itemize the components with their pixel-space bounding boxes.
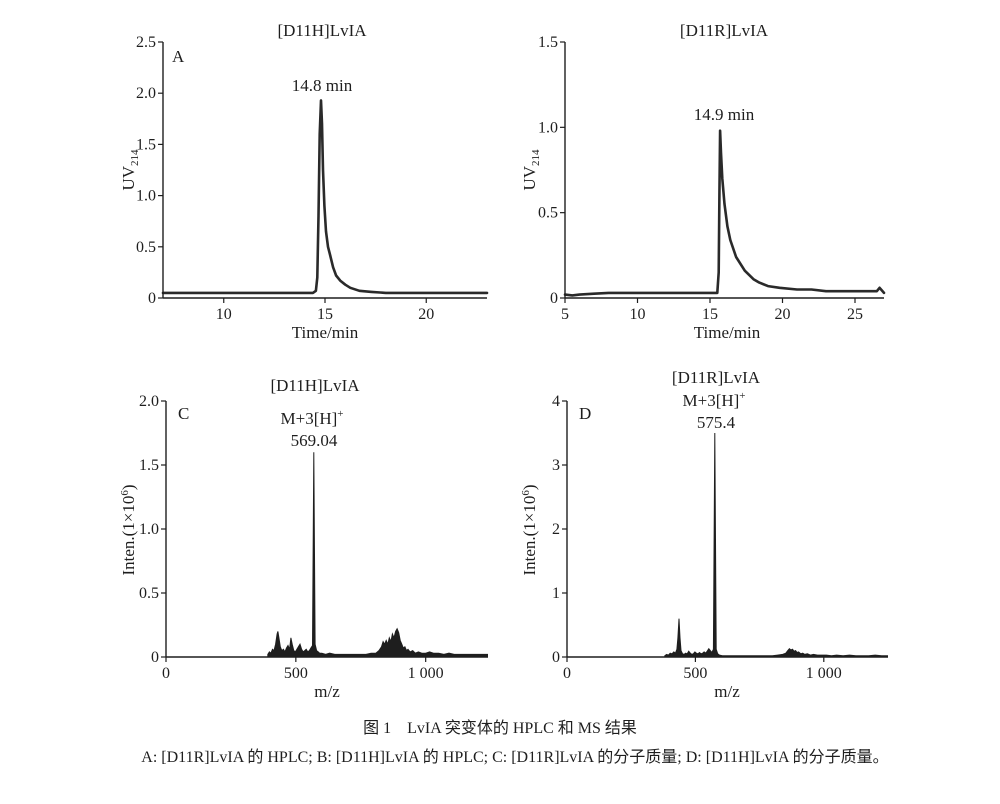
y-axis-label-subscript: 214: [129, 149, 141, 166]
x-tick-label: 15: [702, 306, 718, 323]
x-tick-label: 20: [418, 306, 434, 323]
chromatogram-trace: [161, 99, 489, 295]
y-tick-label: 0.5: [139, 585, 159, 602]
y-axis-label-superscript: 6: [119, 490, 131, 496]
y-tick-label: 0.5: [136, 239, 156, 256]
peak-retention-time-label: 14.8 min: [292, 76, 353, 95]
panel-label: C: [178, 404, 189, 423]
y-axis-label-main: UV: [520, 165, 539, 190]
x-tick-label: 5: [561, 306, 569, 323]
y-axis-label-main: Inten.(1×10: [119, 496, 138, 576]
x-tick-label: 10: [630, 306, 646, 323]
y-tick-label: 2.0: [136, 85, 156, 102]
x-axis-label: Time/min: [292, 323, 359, 342]
x-tick-label: 0: [162, 665, 170, 682]
y-axis-label-main: UV: [119, 165, 138, 190]
x-tick-label: 1 000: [806, 665, 842, 682]
y-tick-label: 4: [552, 393, 560, 410]
y-tick-label: 0.5: [538, 205, 558, 222]
y-tick-label: 1.0: [538, 119, 558, 136]
y-axis-label: Inten.(1×106): [520, 484, 539, 575]
ion-formula: M+3[H]: [682, 391, 739, 410]
ms-chart-d11h: [D11H]LvIA C M+3[H]+ 569.04 Inten.(1×106…: [119, 376, 488, 701]
y-tick-label: 0: [552, 649, 560, 666]
y-tick-label: 1.5: [139, 457, 159, 474]
chart-title: [D11H]LvIA: [270, 376, 360, 395]
x-tick-label: 500: [683, 665, 707, 682]
y-tick-label: 3: [552, 457, 560, 474]
ion-label: M+3[H]+: [280, 408, 343, 428]
hplc-chart-d11r: [D11R]LvIA 14.9 min UV214 Time/min 0 0.5 1…: [520, 21, 886, 342]
y-axis-label-main: Inten.(1×10: [520, 496, 539, 576]
hplc-chart-d11h: [D11H]LvIA A 14.8 min UV214 Time/min 0 0.…: [119, 21, 489, 342]
panel-label: A: [172, 47, 185, 66]
y-tick-label: 0: [550, 290, 558, 307]
y-tick-label: 2.5: [136, 34, 156, 51]
y-axis-label-suffix: ): [520, 484, 539, 490]
y-axis-label-subscript: 214: [530, 149, 542, 166]
y-axis-label-suffix: ): [119, 484, 138, 490]
y-axis-label: UV214: [520, 149, 542, 191]
y-tick-label: 1.0: [136, 188, 156, 205]
ion-charge: +: [739, 390, 745, 402]
x-axis-label: Time/min: [694, 323, 761, 342]
y-tick-label: 1.0: [139, 521, 159, 538]
x-tick-label: 15: [317, 306, 333, 323]
y-axis-label: Inten.(1×106): [119, 484, 138, 575]
ion-formula: M+3[H]: [280, 409, 337, 428]
peak-mass-label: 569.04: [291, 431, 338, 450]
y-tick-label: 2.0: [139, 393, 159, 410]
y-tick-label: 1: [552, 585, 560, 602]
x-tick-label: 20: [775, 306, 791, 323]
chromatogram-trace: [563, 129, 886, 297]
x-tick-label: 1 000: [408, 665, 444, 682]
ion-charge: +: [337, 408, 343, 420]
x-tick-label: 25: [847, 306, 863, 323]
ms-chart-d11r: [D11R]LvIA D M+3[H]+ 575.4 Inten.(1×106)…: [520, 368, 888, 701]
y-tick-label: 1.5: [538, 34, 558, 51]
mass-spectrum-trace: [664, 432, 888, 658]
peak-retention-time-label: 14.9 min: [694, 105, 755, 124]
chart-title: [D11H]LvIA: [277, 21, 367, 40]
y-axis-label: UV214: [119, 149, 141, 191]
chart-title: [D11R]LvIA: [680, 21, 769, 40]
y-tick-label: 0: [151, 649, 159, 666]
y-tick-label: 2: [552, 521, 560, 538]
x-tick-label: 10: [216, 306, 232, 323]
mass-spectrum-trace: [267, 452, 488, 658]
figure-caption-legend: A: [D11R]LvIA 的 HPLC; B: [D11H]LvIA 的 HP…: [141, 748, 888, 766]
x-tick-label: 500: [284, 665, 308, 682]
x-axis-label: m/z: [714, 682, 740, 701]
chart-title: [D11R]LvIA: [672, 368, 761, 387]
y-axis-label-superscript: 6: [520, 490, 532, 496]
ion-label: M+3[H]+: [682, 390, 745, 410]
peak-mass-label: 575.4: [697, 413, 736, 432]
x-tick-label: 0: [563, 665, 571, 682]
figure-caption-title: 图 1 LvIA 突变体的 HPLC 和 MS 结果: [363, 719, 637, 737]
y-tick-label: 1.5: [136, 136, 156, 153]
y-tick-label: 0: [148, 290, 156, 307]
x-axis-label: m/z: [314, 682, 340, 701]
panel-label: D: [579, 404, 591, 423]
